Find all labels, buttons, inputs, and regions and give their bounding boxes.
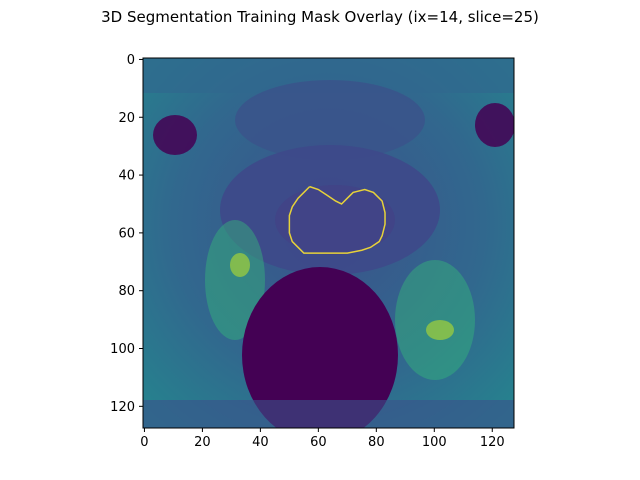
x-tick-label: 40 [252, 435, 269, 450]
x-tick-label: 100 [422, 435, 447, 450]
y-tick-label: 120 [110, 400, 135, 415]
axes-frame [142, 57, 515, 429]
x-tick-label: 60 [310, 435, 327, 450]
y-tick-label: 40 [118, 169, 135, 184]
x-axis: 0 20 40 60 80 100 120 [140, 428, 505, 450]
figure-title: 3D Segmentation Training Mask Overlay (i… [101, 8, 539, 26]
x-tick-label: 80 [368, 435, 385, 450]
segmentation-contour [288, 185, 386, 254]
x-tick-label: 120 [480, 435, 505, 450]
y-axis: 0 20 40 60 80 100 120 [110, 53, 143, 415]
mri-image [143, 58, 514, 428]
y-tick-label: 0 [127, 53, 135, 68]
y-tick-label: 80 [118, 284, 135, 299]
x-tick-label: 20 [194, 435, 211, 450]
x-tick-label: 0 [140, 435, 148, 450]
y-tick-label: 60 [118, 226, 135, 241]
y-tick-label: 100 [110, 342, 135, 357]
y-tick-label: 20 [118, 111, 135, 126]
